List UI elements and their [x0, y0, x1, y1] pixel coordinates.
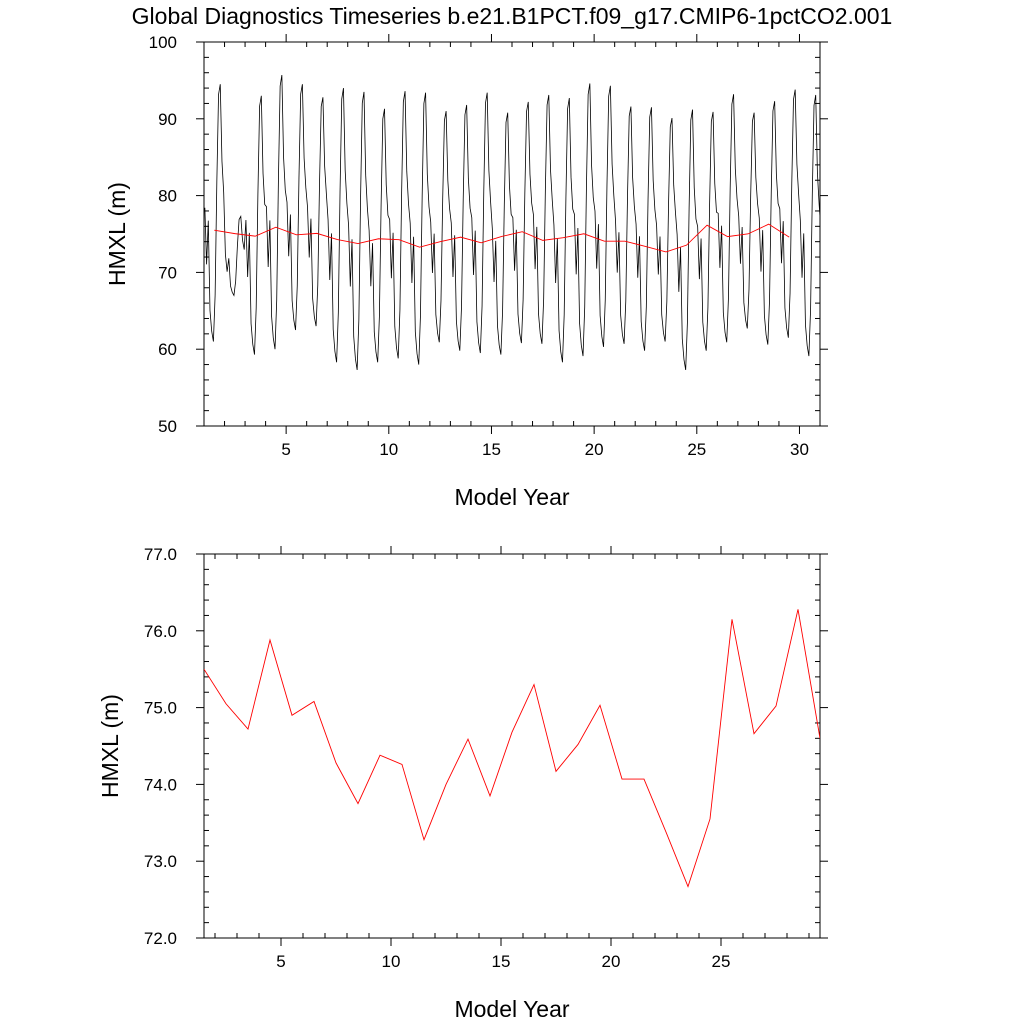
bottom-plot-frame — [203, 553, 821, 939]
bottom-y-tick-label: 73.0 — [144, 852, 177, 871]
top-y-axis-label: HMXL (m) — [104, 182, 130, 286]
panel-top: Model Year HMXL (m) 5 10 15 20 25 30 50 60 70 80 9… — [104, 33, 828, 510]
top-y-tick-label: 100 — [149, 33, 177, 52]
figure-title: Global Diagnostics Timeseries b.e21.B1PC… — [132, 3, 893, 29]
bottom-x-tick-label: 25 — [712, 952, 731, 971]
top-x-axis-label: Model Year — [454, 484, 569, 510]
bottom-x-axis-label: Model Year — [454, 996, 569, 1022]
bottom-x-tick-label: 5 — [276, 952, 285, 971]
bottom-x-tick-label: 10 — [382, 952, 401, 971]
bottom-y-tick-label: 72.0 — [144, 929, 177, 948]
bottom-x-tick-label: 20 — [602, 952, 621, 971]
top-x-tick-label: 20 — [585, 440, 604, 459]
top-x-tick-label: 25 — [687, 440, 706, 459]
top-annual-mean-series-line — [214, 223, 790, 253]
bottom-y-tick-label: 77.0 — [144, 545, 177, 564]
top-x-tick-label: 15 — [482, 440, 501, 459]
top-x-tick-label: 10 — [379, 440, 398, 459]
top-y-tick-label: 90 — [158, 110, 177, 129]
panel-bottom: Model Year HMXL (m) 5 10 15 20 25 72.0 73.0 74.… — [97, 545, 828, 1022]
top-y-tick-label: 70 — [158, 263, 177, 282]
top-y-tick-label: 60 — [158, 340, 177, 359]
bottom-annual-mean-series-line — [204, 609, 820, 888]
bottom-y-tick-label: 75.0 — [144, 699, 177, 718]
bottom-y-tick-label: 76.0 — [144, 622, 177, 641]
top-y-tick-label: 50 — [158, 417, 177, 436]
top-y-tick-label: 80 — [158, 187, 177, 206]
bottom-y-tick-label: 74.0 — [144, 775, 177, 794]
top-x-tick-label: 30 — [790, 440, 809, 459]
bottom-x-tick-label: 15 — [492, 952, 511, 971]
top-monthly-series-line — [204, 74, 820, 371]
bottom-y-axis-label: HMXL (m) — [97, 694, 123, 798]
top-x-tick-label: 5 — [281, 440, 290, 459]
